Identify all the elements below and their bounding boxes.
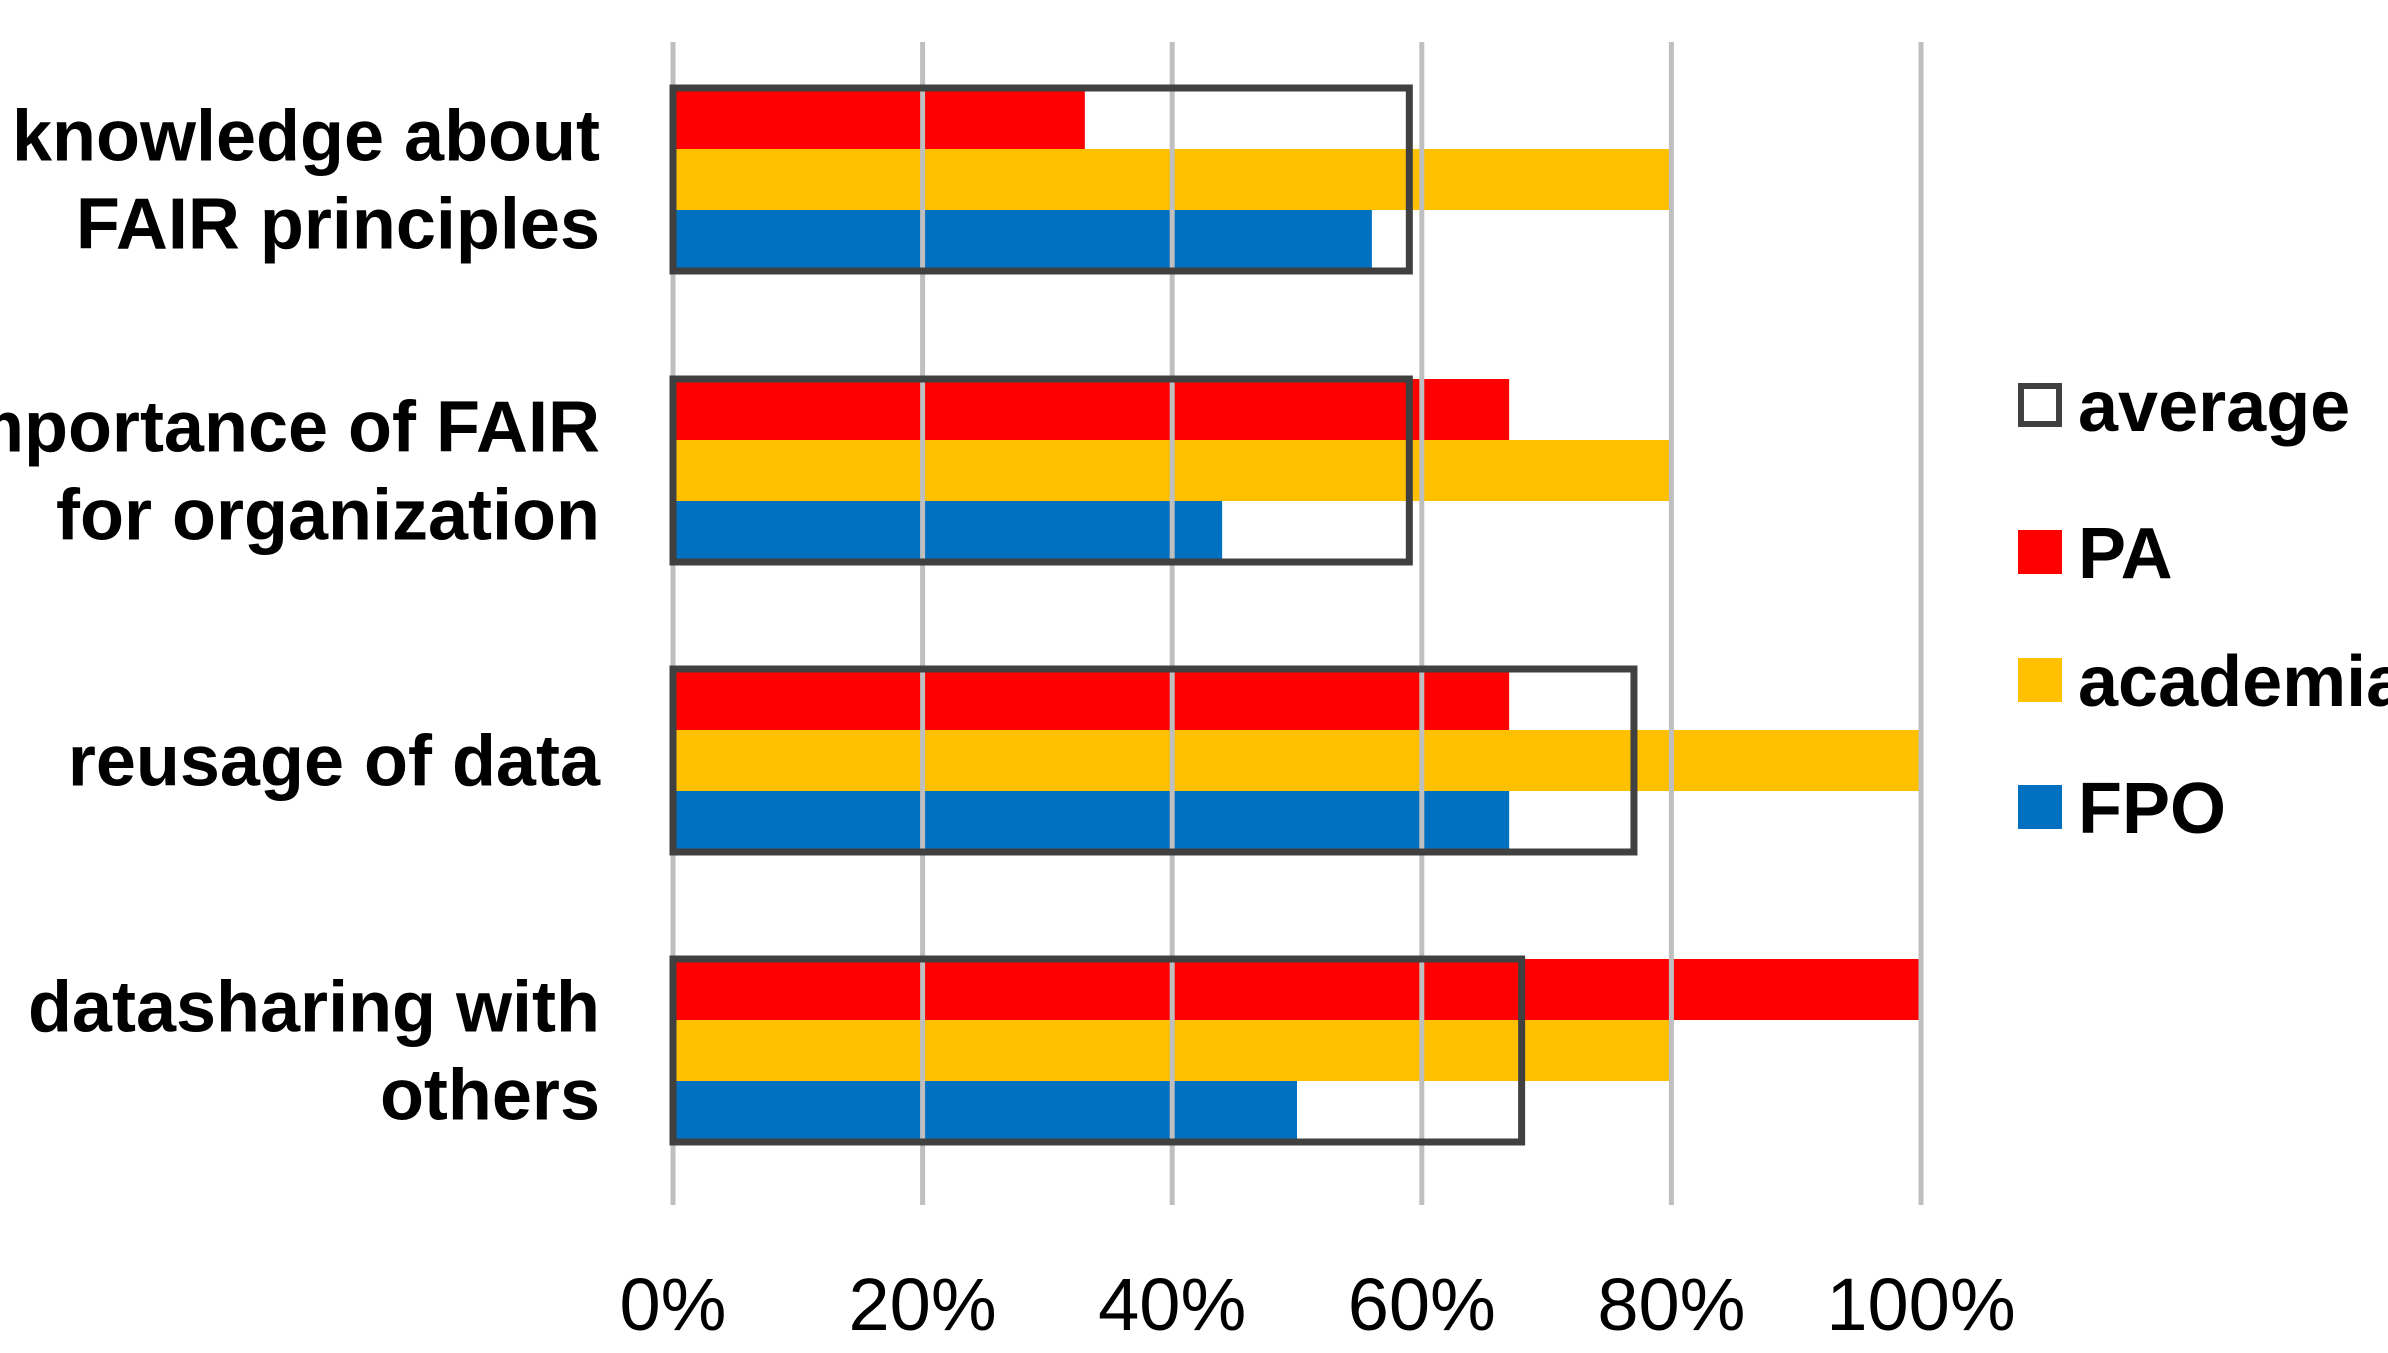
bar-fpo-1 [673,210,1372,271]
legend-label-average: average [2078,367,2350,447]
bar-pa-4 [673,959,1921,1020]
average-box-3 [669,665,1638,856]
x-tick-label-1: 20% [849,1263,997,1346]
legend-label-fpo: FPO [2078,769,2226,849]
bar-pa-3 [673,669,1510,730]
category-label-3-line-1: reusage of data [68,722,601,802]
category-label-4-line-2: others [380,1056,600,1136]
legend: average PA academia FPO [2018,367,2388,849]
x-tick-label-4: 80% [1597,1263,1745,1346]
bars [673,88,1921,1142]
average-box-4 [669,955,1526,1146]
category-label-4-line-1: datasharing with [28,968,600,1048]
legend-swatch-average [2018,383,2062,427]
x-tick-label-5: 100% [1826,1263,2015,1346]
legend-label-pa: PA [2078,514,2173,594]
average-box-1 [669,84,1413,275]
bar-pa-2 [673,379,1510,440]
x-tick-label-3: 60% [1348,1263,1496,1346]
bar-fpo-2 [673,501,1223,562]
x-tick-label-0: 0% [620,1263,727,1346]
legend-swatch-pa [2018,530,2062,574]
category-label-1-line-2: FAIR principles [76,185,600,265]
category-label-1-line-1: knowledge about [12,97,600,177]
average-boxes [669,84,1638,1146]
bar-pa-1 [673,88,1085,149]
average-box-2 [669,375,1413,566]
bar-academia-3 [673,730,1921,791]
x-tick-labels: 0% 20% 40% 60% 80% 100% [620,1263,2016,1346]
legend-swatch-fpo [2018,785,2062,829]
legend-label-academia: academia [2078,642,2388,722]
bar-fpo-4 [673,1081,1297,1142]
x-tick-label-2: 40% [1098,1263,1246,1346]
category-label-2-line-2: for organization [56,476,600,556]
legend-swatch-academia [2018,658,2062,702]
category-label-2-line-1: importance of FAIR [0,388,600,468]
bar-fpo-3 [673,791,1510,852]
